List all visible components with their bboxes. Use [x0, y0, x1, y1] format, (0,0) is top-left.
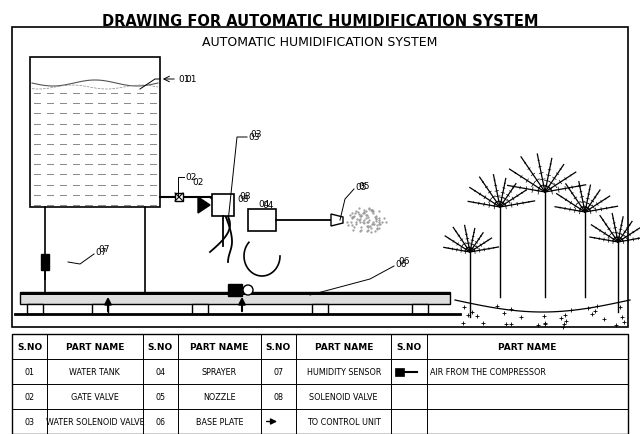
Text: 03: 03	[248, 133, 259, 142]
Bar	[12, 28, 628, 327]
Text: AUTOMATIC HUMIDIFICATION SYSTEM: AUTOMATIC HUMIDIFICATION SYSTEM	[202, 36, 438, 49]
Text: 02: 02	[24, 392, 35, 401]
Text: 02: 02	[185, 173, 196, 182]
Text: PART NAME: PART NAME	[314, 342, 373, 351]
Text: 07: 07	[95, 248, 106, 257]
Text: 06: 06	[398, 257, 410, 266]
Text: 03: 03	[24, 417, 35, 426]
Text: 05: 05	[155, 392, 165, 401]
Text: 01: 01	[178, 76, 189, 84]
Bar	[20, 293, 450, 295]
Text: 01: 01	[185, 76, 196, 84]
Text: 01: 01	[24, 367, 35, 376]
Text: 06: 06	[155, 417, 165, 426]
Text: 08: 08	[273, 392, 284, 401]
Text: PART NAME: PART NAME	[498, 342, 556, 351]
Text: WATER TANK: WATER TANK	[70, 367, 120, 376]
Bar	[396, 368, 404, 376]
Bar	[27, 304, 43, 314]
Bar	[92, 304, 108, 314]
Polygon shape	[331, 214, 343, 227]
Text: 03: 03	[250, 130, 262, 139]
Text: 04: 04	[258, 200, 269, 209]
Text: S.NO: S.NO	[148, 342, 173, 351]
Circle shape	[243, 285, 253, 295]
Text: DRAWING FOR AUTOMATIC HUMIDIFICATION SYSTEM: DRAWING FOR AUTOMATIC HUMIDIFICATION SYS…	[102, 14, 538, 29]
Bar	[248, 210, 276, 231]
Bar	[412, 304, 428, 314]
Text: 06: 06	[395, 260, 406, 269]
Text: 08: 08	[239, 192, 250, 201]
Text: 04: 04	[155, 367, 165, 376]
Polygon shape	[198, 197, 210, 214]
Bar	[41, 254, 49, 270]
Text: S.NO: S.NO	[396, 342, 422, 351]
Text: 08: 08	[237, 195, 248, 204]
Text: AIR FROM THE COMPRESSOR: AIR FROM THE COMPRESSOR	[429, 367, 545, 376]
Text: 07: 07	[98, 245, 109, 254]
Bar	[12, 334, 628, 434]
Text: PART NAME: PART NAME	[190, 342, 248, 351]
Text: BASE PLATE: BASE PLATE	[196, 417, 243, 426]
Text: WATER SOLENOID VALVE: WATER SOLENOID VALVE	[45, 417, 144, 426]
Text: NOZZLE: NOZZLE	[203, 392, 236, 401]
Text: 07: 07	[273, 367, 284, 376]
Bar	[228, 284, 242, 296]
Text: 05: 05	[358, 182, 369, 191]
Bar	[192, 304, 208, 314]
Bar	[175, 194, 183, 201]
Text: S.NO: S.NO	[17, 342, 42, 351]
Text: 05: 05	[355, 183, 367, 192]
Bar	[20, 293, 450, 304]
Text: 02: 02	[192, 178, 204, 187]
Text: GATE VALVE: GATE VALVE	[71, 392, 119, 401]
Text: SOLENOID VALVE: SOLENOID VALVE	[310, 392, 378, 401]
Bar	[212, 194, 234, 217]
Bar	[312, 304, 328, 314]
Text: 04: 04	[262, 201, 273, 210]
Text: SPRAYER: SPRAYER	[202, 367, 237, 376]
Bar	[30, 58, 160, 207]
Text: HUMIDITY SENSOR: HUMIDITY SENSOR	[307, 367, 381, 376]
Text: PART NAME: PART NAME	[66, 342, 124, 351]
Text: S.NO: S.NO	[266, 342, 291, 351]
Text: TO CONTROL UNIT: TO CONTROL UNIT	[307, 417, 381, 426]
